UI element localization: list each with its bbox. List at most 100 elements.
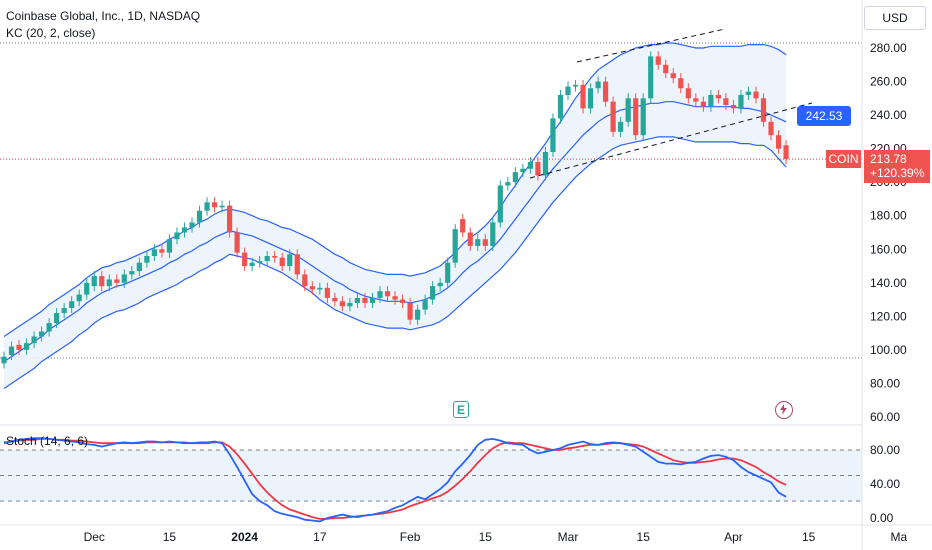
candle[interactable] bbox=[572, 79, 579, 92]
candle[interactable] bbox=[753, 86, 759, 104]
earnings-event-icon[interactable]: E bbox=[453, 401, 469, 418]
dividend-lightning-icon[interactable] bbox=[775, 401, 793, 419]
candle[interactable] bbox=[39, 326, 45, 342]
candle[interactable] bbox=[399, 294, 406, 308]
candle[interactable] bbox=[189, 217, 195, 233]
candle[interactable] bbox=[204, 197, 210, 216]
candle[interactable] bbox=[234, 227, 240, 258]
candle[interactable] bbox=[685, 83, 691, 104]
candle[interactable] bbox=[324, 282, 330, 303]
candle[interactable] bbox=[490, 217, 496, 251]
candle[interactable] bbox=[332, 292, 338, 307]
price-axis[interactable]: 280.00260.00240.00220.00200.00180.00160.… bbox=[861, 0, 907, 550]
candle[interactable] bbox=[700, 96, 706, 112]
candle[interactable] bbox=[46, 318, 52, 337]
candle[interactable] bbox=[151, 244, 157, 262]
candle[interactable] bbox=[640, 93, 646, 141]
currency-selector[interactable]: USD bbox=[864, 6, 926, 30]
candle[interactable] bbox=[708, 89, 714, 112]
candle[interactable] bbox=[663, 59, 669, 79]
candle[interactable] bbox=[550, 113, 556, 158]
candle[interactable] bbox=[535, 157, 541, 181]
candle[interactable] bbox=[557, 89, 564, 124]
candle[interactable] bbox=[121, 269, 127, 288]
candle[interactable] bbox=[242, 247, 248, 272]
candle[interactable] bbox=[347, 297, 353, 312]
candle[interactable] bbox=[159, 244, 165, 258]
candle[interactable] bbox=[618, 116, 624, 137]
candle[interactable] bbox=[279, 252, 285, 272]
candle[interactable] bbox=[415, 304, 421, 325]
candle[interactable] bbox=[565, 81, 571, 100]
candle[interactable] bbox=[91, 271, 97, 292]
candle[interactable] bbox=[257, 255, 263, 268]
candle[interactable] bbox=[603, 76, 609, 107]
candle[interactable] bbox=[249, 257, 255, 272]
candle[interactable] bbox=[715, 89, 721, 104]
candle[interactable] bbox=[460, 214, 466, 238]
candle[interactable] bbox=[467, 227, 473, 251]
candle[interactable] bbox=[445, 257, 451, 288]
candle[interactable] bbox=[610, 96, 616, 137]
candle[interactable] bbox=[23, 338, 30, 355]
candle[interactable] bbox=[633, 93, 639, 141]
candle[interactable] bbox=[745, 86, 752, 100]
candle[interactable] bbox=[354, 292, 361, 308]
candle[interactable] bbox=[106, 274, 112, 292]
candle[interactable] bbox=[512, 167, 518, 188]
candle[interactable] bbox=[84, 277, 90, 300]
candle[interactable] bbox=[422, 294, 428, 315]
candle[interactable] bbox=[166, 234, 173, 258]
candle[interactable] bbox=[264, 250, 270, 267]
candle[interactable] bbox=[768, 116, 774, 141]
candle[interactable] bbox=[362, 292, 368, 308]
candle[interactable] bbox=[430, 281, 436, 305]
candle[interactable] bbox=[775, 130, 782, 154]
candle[interactable] bbox=[211, 197, 218, 213]
candle[interactable] bbox=[369, 292, 376, 308]
candle[interactable] bbox=[723, 93, 729, 111]
candle[interactable] bbox=[497, 180, 503, 228]
candle[interactable] bbox=[730, 99, 737, 114]
channel-upper-trendline[interactable] bbox=[576, 28, 726, 63]
candle[interactable] bbox=[54, 307, 60, 329]
candle[interactable] bbox=[309, 281, 315, 295]
candle[interactable] bbox=[16, 339, 22, 355]
candle[interactable] bbox=[8, 341, 15, 360]
candle[interactable] bbox=[294, 249, 300, 280]
candle[interactable] bbox=[475, 234, 481, 251]
candle[interactable] bbox=[302, 269, 308, 292]
candle[interactable] bbox=[542, 146, 549, 181]
candle[interactable] bbox=[99, 271, 105, 292]
candle[interactable] bbox=[392, 291, 398, 305]
candle[interactable] bbox=[76, 289, 82, 307]
stochastic-pane[interactable] bbox=[0, 437, 862, 523]
candle[interactable] bbox=[227, 200, 233, 238]
price-pane[interactable] bbox=[0, 28, 862, 426]
candle[interactable] bbox=[196, 205, 203, 228]
candle[interactable] bbox=[219, 200, 225, 213]
candle[interactable] bbox=[287, 249, 293, 272]
candle[interactable] bbox=[783, 140, 789, 165]
candle[interactable] bbox=[625, 93, 631, 127]
candle[interactable] bbox=[678, 73, 684, 94]
channel-lower-trendline[interactable] bbox=[529, 102, 813, 179]
candle[interactable] bbox=[587, 83, 594, 114]
candle[interactable] bbox=[129, 266, 135, 280]
candle[interactable] bbox=[437, 277, 443, 292]
candle[interactable] bbox=[69, 296, 75, 314]
stoch-indicator-label[interactable]: Stoch (14, 6, 6) bbox=[6, 434, 89, 448]
candle[interactable] bbox=[580, 79, 586, 114]
candle[interactable] bbox=[181, 222, 188, 238]
candle[interactable] bbox=[760, 93, 767, 127]
candle[interactable] bbox=[1, 351, 7, 369]
candle[interactable] bbox=[595, 76, 601, 94]
candle[interactable] bbox=[136, 257, 142, 277]
candle[interactable] bbox=[670, 68, 676, 84]
candle[interactable] bbox=[317, 282, 323, 295]
candle[interactable] bbox=[339, 296, 345, 312]
candle[interactable] bbox=[693, 93, 699, 107]
candle[interactable] bbox=[655, 51, 661, 70]
candle[interactable] bbox=[452, 224, 458, 268]
candle[interactable] bbox=[272, 250, 278, 263]
